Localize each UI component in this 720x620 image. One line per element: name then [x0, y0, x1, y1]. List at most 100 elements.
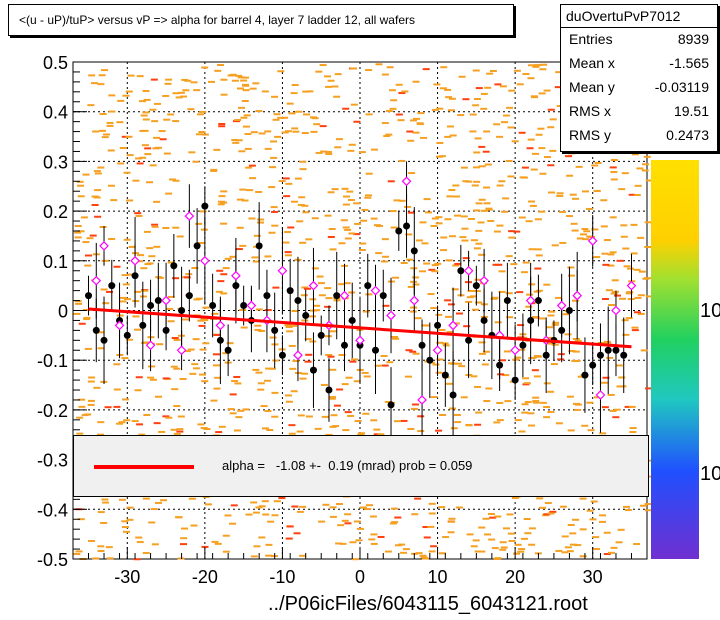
- histogram-cell: [482, 350, 490, 353]
- histogram-cell: [547, 108, 555, 111]
- histogram-cell: [460, 166, 468, 169]
- histogram-cell: [494, 321, 502, 324]
- histogram-cell: [440, 236, 448, 239]
- histogram-cell: [438, 552, 446, 555]
- histogram-cell: [125, 338, 133, 341]
- histogram-cell: [506, 316, 514, 319]
- histogram-cell: [335, 542, 343, 545]
- histogram-cell: [121, 274, 129, 277]
- histogram-cell: [453, 195, 461, 198]
- data-point: [449, 391, 457, 399]
- data-point-diamond: [572, 290, 583, 301]
- histogram-cell: [216, 269, 224, 272]
- histogram-cell: [560, 505, 568, 508]
- histogram-cell: [214, 69, 222, 72]
- data-point: [581, 371, 589, 379]
- histogram-cell: [473, 97, 481, 100]
- histogram-cell: [146, 262, 154, 265]
- histogram-cell: [382, 255, 390, 258]
- histogram-cell: [288, 344, 296, 347]
- histogram-cell: [398, 199, 406, 202]
- histogram-cell: [73, 552, 81, 555]
- histogram-cell: [302, 90, 310, 93]
- data-point: [340, 341, 348, 349]
- histogram-cell: [153, 245, 161, 248]
- histogram-cell: [350, 103, 358, 106]
- histogram-cell: [375, 252, 383, 255]
- data-point-diamond: [308, 280, 319, 291]
- histogram-cell: [473, 247, 481, 250]
- histogram-cell: [629, 427, 637, 430]
- histogram-cell: [269, 166, 277, 169]
- histogram-cell: [579, 497, 587, 500]
- histogram-cell: [472, 104, 480, 107]
- histogram-cell: [405, 233, 413, 236]
- histogram-cell: [272, 286, 280, 289]
- histogram-cell: [249, 177, 257, 180]
- data-point-diamond: [161, 295, 171, 306]
- histogram-cell: [177, 415, 185, 418]
- histogram-cell: [183, 276, 191, 279]
- histogram-cell: [438, 155, 446, 158]
- histogram-cell: [527, 77, 535, 80]
- histogram-cell: [473, 166, 481, 169]
- histogram-cell: [508, 236, 516, 239]
- histogram-cell: [624, 405, 632, 408]
- histogram-cell: [449, 407, 457, 410]
- histogram-cell: [644, 246, 652, 249]
- histogram-cell: [284, 231, 292, 234]
- histogram-cell: [417, 112, 425, 115]
- histogram-cell: [227, 74, 235, 77]
- histogram-cell: [480, 92, 488, 95]
- histogram-cell: [324, 305, 332, 308]
- histogram-cell: [289, 367, 297, 370]
- histogram-cell: [162, 227, 170, 230]
- histogram-cell: [97, 433, 105, 436]
- histogram-cell: [434, 262, 442, 265]
- histogram-cell: [257, 218, 265, 221]
- histogram-cell: [338, 283, 346, 286]
- histogram-cell: [529, 204, 537, 207]
- histogram-cell: [430, 545, 438, 548]
- histogram-cell: [568, 152, 576, 155]
- histogram-cell: [493, 557, 501, 560]
- histogram-cell: [431, 264, 439, 267]
- histogram-cell: [260, 405, 268, 408]
- data-point: [224, 346, 232, 354]
- histogram-cell: [419, 270, 427, 273]
- histogram-cell: [499, 359, 507, 362]
- histogram-cell: [410, 267, 418, 270]
- histogram-cell: [329, 515, 337, 518]
- histogram-cell: [195, 133, 203, 136]
- histogram-cell: [551, 343, 559, 346]
- histogram-cell: [414, 497, 422, 500]
- data-point-diamond: [145, 340, 156, 351]
- histogram-cell: [148, 255, 156, 258]
- histogram-cell: [555, 422, 563, 425]
- histogram-cell: [446, 125, 454, 128]
- histogram-cell: [200, 228, 208, 231]
- histogram-cell: [393, 420, 401, 423]
- histogram-cell: [180, 95, 188, 98]
- histogram-cell: [610, 178, 618, 181]
- histogram-cell: [640, 349, 648, 352]
- histogram-cell: [531, 96, 539, 99]
- histogram-cell: [261, 90, 269, 93]
- histogram-cell: [435, 371, 443, 374]
- histogram-cell: [534, 267, 542, 270]
- histogram-cell: [377, 433, 385, 436]
- histogram-cell: [439, 413, 447, 416]
- histogram-cell: [341, 383, 349, 386]
- histogram-cell: [523, 517, 531, 520]
- data-point: [85, 292, 93, 300]
- histogram-cell: [645, 179, 653, 182]
- histogram-cell: [469, 113, 477, 116]
- data-point: [418, 341, 426, 349]
- histogram-cell: [291, 127, 299, 130]
- histogram-cell: [617, 528, 625, 531]
- data-point: [465, 336, 473, 344]
- histogram-cell: [136, 162, 144, 165]
- histogram-cell: [318, 520, 326, 523]
- histogram-cell: [237, 409, 245, 412]
- data-point: [116, 316, 124, 324]
